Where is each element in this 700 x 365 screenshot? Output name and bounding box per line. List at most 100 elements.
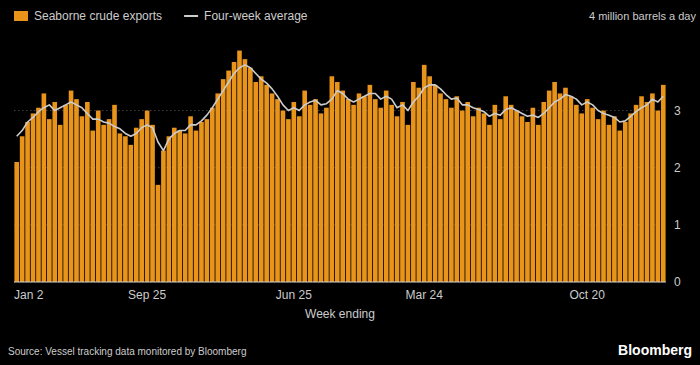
bar <box>324 108 329 282</box>
bar <box>302 91 307 282</box>
bar <box>357 93 362 282</box>
bar <box>281 111 286 282</box>
line <box>17 65 664 151</box>
bar <box>319 113 324 282</box>
bar <box>574 105 579 282</box>
bar <box>205 119 210 282</box>
x-tick-label: Oct 20 <box>570 288 606 302</box>
bar <box>368 85 373 282</box>
bar <box>47 119 52 282</box>
bar <box>362 96 367 282</box>
bar-series <box>14 51 665 282</box>
bar <box>400 102 405 282</box>
legend-item: Four-week average <box>184 9 308 23</box>
bar <box>259 76 264 282</box>
grid-line <box>14 110 666 111</box>
bar <box>373 99 378 282</box>
bar <box>661 85 666 282</box>
bar <box>129 145 134 282</box>
bar <box>449 108 454 282</box>
bar <box>650 93 655 282</box>
bar <box>264 85 269 282</box>
bar <box>177 131 182 282</box>
bar <box>188 116 193 282</box>
bar <box>384 91 389 282</box>
bar <box>618 131 623 282</box>
grid-line <box>14 282 666 283</box>
background <box>0 0 700 365</box>
bar <box>395 116 400 282</box>
bar <box>335 82 340 282</box>
bar <box>101 125 106 282</box>
x-tick-label: Jan 2 <box>14 288 44 302</box>
bar <box>340 91 345 282</box>
bar <box>389 105 394 282</box>
credit: Bloomberg <box>618 342 692 358</box>
legend-label: Seaborne crude exports <box>34 9 162 23</box>
bar <box>292 102 297 282</box>
bar <box>58 125 63 282</box>
x-axis-label: Week ending <box>305 307 375 321</box>
bar <box>427 76 432 282</box>
title: 4 million barrels a day <box>589 10 696 22</box>
bar <box>14 162 19 282</box>
x-axis-line <box>14 282 666 283</box>
bar <box>455 96 460 282</box>
bar <box>563 88 568 282</box>
bar <box>536 125 541 282</box>
bar <box>531 108 536 282</box>
x-tick-label: Jun 25 <box>276 288 312 302</box>
bar <box>31 113 36 282</box>
bar <box>422 65 427 282</box>
bar <box>579 113 584 282</box>
bar <box>167 136 172 282</box>
bar <box>134 128 139 282</box>
x-tick-label: Mar 24 <box>406 288 444 302</box>
grid-line <box>14 224 666 225</box>
bar <box>346 99 351 282</box>
legend-swatch <box>184 15 198 17</box>
bar <box>183 133 188 282</box>
bar <box>634 105 639 282</box>
bar <box>80 116 85 282</box>
bar <box>74 99 79 282</box>
bar <box>172 128 177 282</box>
y-tick-label: 3 <box>674 104 681 118</box>
bar <box>444 99 449 282</box>
bar <box>482 113 487 282</box>
bar <box>330 76 335 282</box>
bar <box>503 96 508 282</box>
bar <box>194 131 199 282</box>
bar <box>313 99 318 282</box>
bar <box>547 91 552 282</box>
bar <box>90 131 95 282</box>
bar <box>123 136 128 282</box>
bar <box>237 51 242 282</box>
bar <box>156 185 161 282</box>
bar <box>112 105 117 282</box>
bar <box>514 111 519 282</box>
bar <box>351 105 356 282</box>
bar <box>471 116 476 282</box>
bar <box>96 111 101 282</box>
bar <box>308 105 313 282</box>
bar <box>297 116 302 282</box>
legend-item: Seaborne crude exports <box>14 9 162 23</box>
bar <box>25 122 30 282</box>
y-tick-label: 2 <box>674 161 681 175</box>
bar <box>476 108 481 282</box>
bar <box>411 82 416 282</box>
bar <box>433 85 438 282</box>
bar <box>145 111 150 282</box>
bar <box>36 108 41 282</box>
bar <box>645 102 650 282</box>
bar <box>210 108 215 282</box>
bar <box>161 151 166 282</box>
bar <box>590 108 595 282</box>
bar <box>275 99 280 282</box>
bar <box>232 62 237 282</box>
bar <box>243 59 248 282</box>
bar <box>226 71 231 282</box>
bar <box>541 102 546 282</box>
bar <box>118 133 123 282</box>
